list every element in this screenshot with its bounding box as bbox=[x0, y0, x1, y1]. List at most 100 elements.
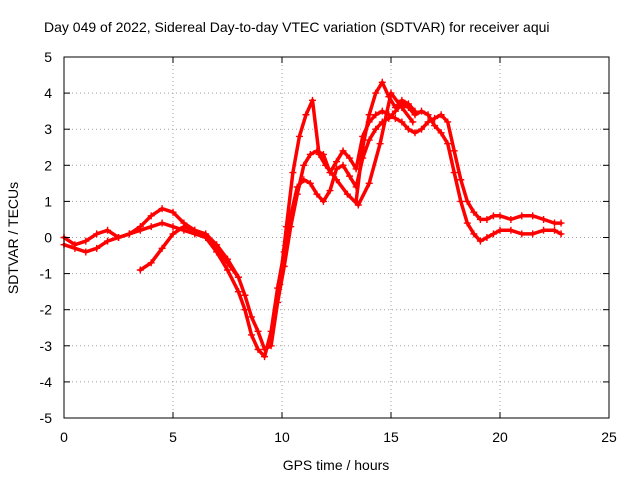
data-point-plus-marker bbox=[352, 197, 360, 205]
data-point-plus-marker bbox=[378, 78, 386, 86]
data-point-plus-marker bbox=[411, 129, 419, 137]
data-point-plus-marker bbox=[529, 230, 537, 238]
data-point-plus-marker bbox=[372, 125, 380, 133]
series-track-d bbox=[276, 89, 417, 288]
data-point-plus-marker bbox=[241, 291, 249, 299]
data-point-plus-marker bbox=[489, 230, 497, 238]
y-tick-label: 0 bbox=[44, 230, 52, 246]
y-axis-label: SDTVAR / TECUs bbox=[5, 182, 21, 294]
x-tick-label: 20 bbox=[492, 429, 508, 445]
series-trace bbox=[278, 91, 415, 287]
data-point-plus-marker bbox=[557, 230, 565, 238]
data-point-plus-marker bbox=[339, 147, 347, 155]
data-point-plus-marker bbox=[319, 197, 327, 205]
data-point-plus-marker bbox=[518, 230, 526, 238]
data-point-plus-marker bbox=[551, 219, 558, 227]
data-point-plus-marker bbox=[147, 259, 155, 267]
x-tick-label: 25 bbox=[601, 429, 617, 445]
data-point-plus-marker bbox=[169, 208, 177, 216]
data-point-plus-marker bbox=[71, 244, 79, 252]
x-tick-label: 0 bbox=[60, 429, 68, 445]
data-point-plus-marker bbox=[365, 179, 373, 187]
data-point-plus-marker bbox=[346, 172, 354, 180]
data-point-plus-marker bbox=[418, 107, 426, 115]
data-point-plus-marker bbox=[234, 288, 242, 296]
data-point-plus-marker bbox=[267, 327, 275, 335]
data-point-plus-marker bbox=[136, 266, 144, 274]
data-point-plus-marker bbox=[496, 226, 504, 234]
data-point-plus-marker bbox=[483, 215, 491, 223]
data-point-plus-marker bbox=[418, 125, 426, 133]
data-point-plus-marker bbox=[489, 212, 497, 220]
data-point-plus-marker bbox=[365, 136, 373, 144]
data-point-plus-marker bbox=[315, 150, 323, 158]
data-point-plus-marker bbox=[180, 223, 188, 231]
data-point-plus-marker bbox=[169, 223, 177, 231]
data-point-plus-marker bbox=[540, 215, 548, 223]
data-point-plus-marker bbox=[424, 111, 432, 119]
data-point-plus-marker bbox=[507, 215, 515, 223]
data-point-plus-marker bbox=[169, 230, 177, 238]
data-point-plus-marker bbox=[378, 107, 386, 115]
data-point-plus-marker bbox=[450, 147, 458, 155]
grid-lines bbox=[64, 57, 609, 418]
series-track-c bbox=[136, 223, 242, 281]
y-tick-label: -5 bbox=[40, 410, 53, 426]
x-axis-label: GPS time / hours bbox=[283, 457, 390, 473]
data-point-plus-marker bbox=[191, 226, 199, 234]
data-point-plus-marker bbox=[147, 212, 155, 220]
data-point-plus-marker bbox=[463, 197, 471, 205]
data-point-plus-marker bbox=[398, 96, 406, 104]
data-point-plus-marker bbox=[518, 212, 526, 220]
data-point-plus-marker bbox=[276, 280, 284, 288]
data-point-plus-marker bbox=[306, 150, 314, 158]
y-tick-label: -4 bbox=[40, 374, 53, 390]
data-point-plus-marker bbox=[398, 118, 406, 126]
data-point-plus-marker bbox=[104, 226, 112, 234]
series-trace bbox=[354, 80, 417, 204]
data-point-plus-marker bbox=[202, 234, 210, 241]
data-point-plus-marker bbox=[82, 237, 90, 245]
data-point-plus-marker bbox=[365, 111, 373, 119]
data-point-plus-marker bbox=[115, 234, 122, 241]
y-tick-label: 1 bbox=[44, 193, 52, 209]
data-point-plus-marker bbox=[372, 89, 380, 97]
data-point-plus-marker bbox=[333, 158, 340, 166]
data-point-plus-marker bbox=[313, 190, 321, 198]
data-point-plus-marker bbox=[476, 215, 484, 223]
data-point-plus-marker bbox=[404, 100, 412, 108]
data-point-plus-marker bbox=[158, 244, 166, 252]
data-point-plus-marker bbox=[158, 219, 166, 227]
data-point-plus-marker bbox=[483, 234, 491, 241]
data-point-plus-marker bbox=[300, 161, 308, 169]
y-tick-label: 3 bbox=[44, 121, 52, 137]
data-point-plus-marker bbox=[254, 327, 262, 335]
y-tick-labels: -5 -4 -3 -2 -1 0 1 2 3 4 5 bbox=[40, 49, 53, 426]
data-point-plus-marker bbox=[409, 118, 417, 126]
data-point-plus-marker bbox=[147, 223, 155, 231]
data-point-plus-marker bbox=[470, 208, 478, 216]
data-point-plus-marker bbox=[346, 154, 354, 162]
data-point-plus-marker bbox=[125, 230, 133, 238]
data-point-plus-marker bbox=[450, 169, 458, 177]
data-point-plus-marker bbox=[431, 122, 439, 130]
data-point-plus-marker bbox=[158, 205, 166, 213]
data-point-plus-marker bbox=[372, 111, 380, 119]
data-point-plus-marker bbox=[104, 237, 112, 245]
data-point-plus-marker bbox=[404, 125, 412, 133]
data-point-plus-marker bbox=[322, 161, 330, 169]
data-point-plus-marker bbox=[551, 226, 558, 234]
data-point-plus-marker bbox=[437, 111, 445, 119]
series-track-a bbox=[60, 107, 565, 353]
data-point-plus-marker bbox=[309, 96, 317, 104]
data-point-plus-marker bbox=[457, 197, 465, 205]
data-point-plus-marker bbox=[470, 230, 478, 238]
data-series bbox=[60, 78, 565, 361]
data-point-plus-marker bbox=[557, 219, 565, 227]
data-point-plus-marker bbox=[293, 183, 301, 191]
axis-ticks bbox=[63, 56, 610, 419]
series-trace bbox=[138, 224, 241, 279]
data-point-plus-marker bbox=[476, 237, 484, 245]
data-point-plus-marker bbox=[444, 140, 452, 148]
